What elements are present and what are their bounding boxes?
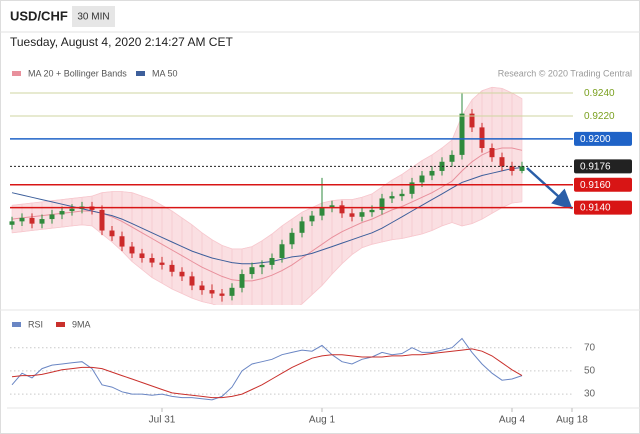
candle-body — [449, 154, 455, 162]
x-tick-label: Aug 18 — [556, 415, 588, 426]
candle-body — [209, 290, 215, 294]
x-tick-label: Aug 4 — [499, 415, 526, 426]
candle-body — [169, 264, 175, 272]
x-tick-label: Aug 1 — [309, 415, 336, 426]
candle-body — [49, 214, 55, 220]
level-badge — [574, 131, 632, 146]
legend-label: MA 20 + Bollinger Bands — [28, 68, 127, 78]
candle-body — [39, 219, 45, 224]
y-tick-label: 30 — [584, 389, 596, 400]
interval-label[interactable]: 30 MIN — [77, 12, 109, 23]
candle-body — [499, 157, 505, 167]
y-tick-label: 50 — [584, 366, 596, 377]
moving-average — [11, 167, 523, 265]
candle-body — [129, 246, 135, 254]
price-panel — [9, 86, 525, 305]
candle-body — [199, 285, 205, 291]
candle-body — [419, 175, 425, 183]
legend-swatch — [12, 322, 21, 327]
indicator-line — [11, 337, 523, 401]
candle-body — [459, 113, 465, 155]
source: Research © 2020 Trading Central — [498, 68, 632, 78]
candle-body — [139, 253, 145, 259]
candle-body — [399, 193, 405, 197]
legend-swatch — [12, 71, 21, 76]
candle-body — [239, 274, 245, 288]
candle-body — [299, 221, 305, 233]
candle-body — [179, 271, 185, 277]
level-label: 0.9220 — [584, 111, 615, 122]
candle-body — [9, 221, 15, 225]
candle-body — [329, 205, 335, 208]
candle-body — [409, 182, 415, 194]
level-badge — [574, 159, 632, 174]
x-tick-label: Jul 31 — [149, 415, 176, 426]
candle-body — [189, 276, 195, 286]
candle-body — [149, 258, 155, 263]
candle-body — [289, 232, 295, 245]
candle-body — [249, 267, 255, 275]
candle-body — [99, 209, 105, 231]
band-lower — [11, 201, 523, 305]
candle-body — [59, 211, 65, 215]
interval-button[interactable] — [72, 6, 115, 27]
candle-body — [319, 207, 325, 216]
symbol: USD/CHF — [10, 8, 68, 23]
legend-label: RSI — [28, 319, 43, 329]
candle-body — [159, 262, 165, 265]
candle-body — [479, 127, 485, 149]
y-tick-label: 70 — [584, 342, 596, 353]
legend-swatch — [136, 71, 145, 76]
candle-body — [359, 212, 365, 217]
band-fill — [211, 239, 223, 305]
candle-body — [519, 166, 525, 171]
candle-body — [469, 113, 475, 128]
band-fill — [441, 139, 453, 227]
candle-body — [19, 217, 25, 222]
level-label: 0.9140 — [580, 203, 611, 214]
band-fill — [171, 210, 183, 294]
candle-body — [269, 258, 275, 265]
candle-body — [389, 196, 395, 199]
indicator-line — [11, 348, 523, 399]
band-fill — [431, 147, 443, 231]
candle-body — [219, 293, 225, 296]
candle-body — [369, 209, 375, 213]
level-badge — [574, 177, 632, 192]
band-fill — [471, 90, 483, 225]
legend-label: MA 50 — [152, 68, 178, 78]
level-label: 0.9200 — [580, 134, 611, 145]
candle-body — [349, 213, 355, 217]
candle-body — [509, 166, 515, 171]
candle-body — [109, 230, 115, 237]
candle-body — [279, 244, 285, 259]
candle-body — [379, 198, 385, 210]
candle-body — [119, 236, 125, 247]
candle-body — [69, 208, 75, 212]
candle-body — [309, 215, 315, 222]
level-label: 0.9176 — [580, 161, 611, 172]
candle-body — [489, 148, 495, 158]
candle-body — [259, 264, 265, 268]
timestamp: Tuesday, August 4, 2020 2:14:27 AM CET — [10, 35, 233, 49]
candle-body — [29, 217, 35, 224]
level-badge — [574, 200, 632, 215]
band-upper — [11, 86, 523, 250]
legend-label: 9MA — [72, 319, 91, 329]
legend-swatch — [56, 322, 65, 327]
level-label: 0.9160 — [580, 180, 611, 191]
band-fill — [181, 217, 193, 299]
overlay: 0.9240 0.9220 0.9200 0.9176 0.9160 0.9140 MA 2… — [10, 68, 632, 329]
forecast-arrow — [526, 167, 573, 210]
candle-body — [429, 170, 435, 176]
level-label: 0.9240 — [584, 88, 615, 99]
candle-body — [339, 205, 345, 214]
candle-body — [229, 287, 235, 296]
